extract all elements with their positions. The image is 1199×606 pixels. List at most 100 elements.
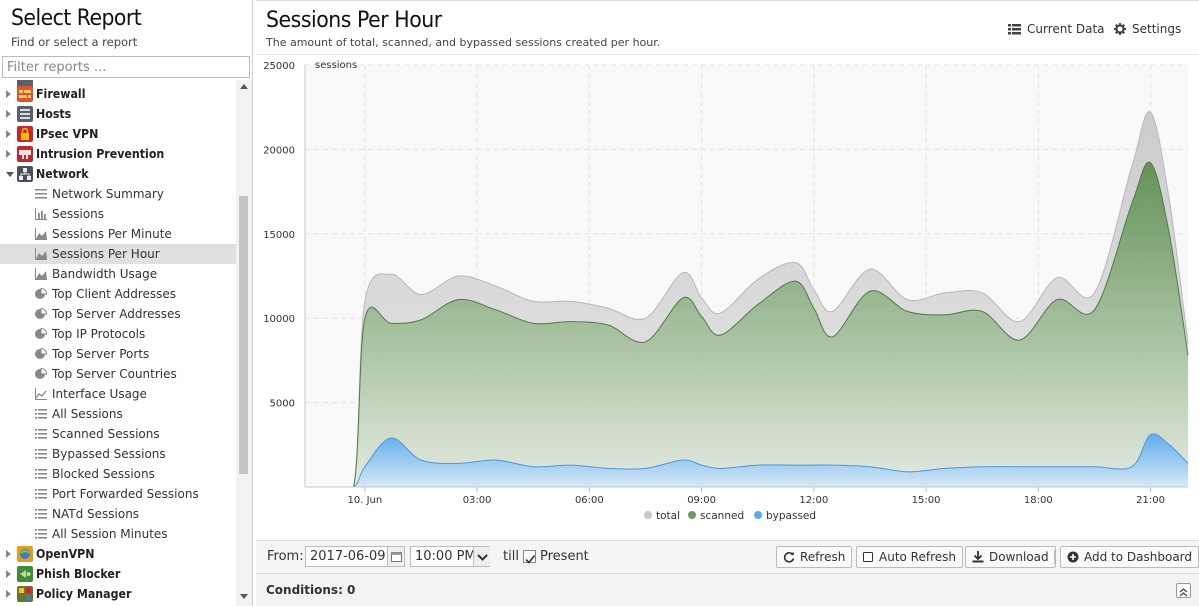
report-header: Sessions Per Hour The amount of total, s… [256,0,1199,54]
collapse-arrow-icon[interactable] [6,172,14,177]
report-item-scanned-sessions[interactable]: Scanned Sessions [0,424,236,444]
add-to-dashboard-button[interactable]: Add to Dashboard [1060,546,1199,568]
report-item-network-summary[interactable]: Network Summary [0,184,236,204]
expand-arrow-icon[interactable] [6,130,11,138]
tree-category-firewall[interactable]: Firewall [0,84,236,104]
start-time-input[interactable] [410,546,490,567]
scroll-up-icon[interactable] [240,84,248,89]
legend-item-bypassed[interactable]: bypassed [754,510,816,522]
intrusion-prevention-icon [17,146,33,162]
time-dropdown-icon[interactable] [473,547,490,566]
filter-reports-input[interactable] [2,56,250,78]
phish-blocker-icon [17,566,33,582]
report-label: Interface Usage [52,387,147,401]
report-item-top-ip-protocols[interactable]: Top IP Protocols [0,324,236,344]
list-icon [34,428,48,440]
report-item-sessions-per-hour[interactable]: Sessions Per Hour [0,244,236,264]
category-label: Network [36,167,89,181]
page-description: The amount of total, scanned, and bypass… [266,36,661,49]
expand-conditions-icon[interactable] [1176,583,1191,598]
present-checkbox[interactable] [523,550,536,564]
tree-category-openvpn[interactable]: OpenVPN [0,544,236,564]
x-tick-label: 03:00 [463,495,492,506]
y-tick-label: 20000 [263,145,295,156]
chart-axes: 5000 10000 15000 20000 25000 10. Jun 03:00 06:0… [263,60,1188,506]
legend-item-total[interactable]: total [644,510,680,522]
report-label: Top Server Countries [52,367,177,381]
tree-category-ipsec-vpn[interactable]: IPsec VPN [0,124,236,144]
conditions-label: Conditions: 0 [266,583,356,597]
legend-item-scanned[interactable]: scanned [688,510,744,522]
scroll-down-icon[interactable] [240,594,248,599]
report-label: Sessions Per Minute [52,227,172,241]
report-item-natd-sessions[interactable]: NATd Sessions [0,504,236,524]
tree-category-intrusion-prevention[interactable]: Intrusion Prevention [0,144,236,164]
tree-category-policy-manager[interactable]: Policy Manager [0,584,236,604]
tree-category-hosts[interactable]: Hosts [0,104,236,124]
x-tick-label: 21:00 [1136,495,1165,506]
expand-arrow-icon[interactable] [6,590,11,598]
y-tick-label: 25000 [263,61,295,72]
report-item-bandwidth-usage[interactable]: Bandwidth Usage [0,264,236,284]
expand-arrow-icon[interactable] [6,110,11,118]
list-icon [34,448,48,460]
category-label: Hosts [36,107,72,121]
expand-arrow-icon[interactable] [6,90,11,98]
chart-legend[interactable]: total scanned bypassed [644,510,816,522]
report-item-top-server-ports[interactable]: Top Server Ports [0,344,236,364]
area-chart-icon [34,248,48,260]
report-label: Network Summary [52,187,164,201]
tree-category-phish-blocker[interactable]: Phish Blocker [0,564,236,584]
series-line-scanned [304,161,1189,488]
tree-category-network[interactable]: Network [0,164,236,184]
y-tick-label: 5000 [270,399,295,410]
report-item-top-client-addresses[interactable]: Top Client Addresses [0,284,236,304]
start-date-input[interactable] [305,546,405,567]
report-item-top-server-countries[interactable]: Top Server Countries [0,364,236,384]
report-item-sessions-per-minute[interactable]: Sessions Per Minute [0,224,236,244]
bar-chart-icon [34,208,48,220]
sidebar-subtitle: Find or select a report [11,35,138,49]
report-item-all-sessions[interactable]: All Sessions [0,404,236,424]
y-axis-label: sessions [315,60,357,71]
network-icon [17,166,33,182]
expand-arrow-icon[interactable] [6,550,11,558]
openvpn-icon [17,546,33,562]
expand-arrow-icon[interactable] [6,150,11,158]
list-icon [34,488,48,500]
refresh-button[interactable]: Refresh [776,546,853,568]
sidebar-scrollbar[interactable] [236,80,252,606]
report-item-sessions[interactable]: Sessions [0,204,236,224]
report-panel: Sessions Per Hour The amount of total, s… [256,0,1199,606]
report-item-port-forwarded-sessions[interactable]: Port Forwarded Sessions [0,484,236,504]
policy-manager-icon [17,586,33,602]
report-item-interface-usage[interactable]: Interface Usage [0,384,236,404]
gear-icon [1114,23,1126,35]
calendar-icon[interactable] [387,547,404,566]
checkbox-icon [863,551,873,562]
add-to-dashboard-label: Add to Dashboard [1084,550,1193,564]
category-label: IPsec VPN [36,127,99,141]
report-label: Top IP Protocols [52,327,146,341]
auto-refresh-button[interactable]: Auto Refresh [856,546,963,568]
time-toolbar: From: till Present Refresh Auto Refresh [256,540,1199,572]
current-data-button[interactable]: Current Data [1008,20,1105,38]
report-item-all-session-minutes[interactable]: All Session Minutes [0,524,236,544]
x-tick-label: 18:00 [1024,495,1053,506]
report-label: Sessions [52,207,105,221]
x-tick-label: 15:00 [912,495,941,506]
report-item-blocked-sessions[interactable]: Blocked Sessions [0,464,236,484]
sessions-chart: 5000 10000 15000 20000 25000 10. Jun 03:00 06:0… [256,54,1199,538]
y-tick-label: 10000 [263,314,295,325]
legend-label: scanned [700,510,744,522]
firewall-icon [17,86,33,102]
scroll-thumb[interactable] [239,196,248,474]
expand-arrow-icon[interactable] [6,570,11,578]
list-icon [34,508,48,520]
report-item-top-server-addresses[interactable]: Top Server Addresses [0,304,236,324]
settings-button[interactable]: Settings [1114,20,1181,38]
report-item-bypassed-sessions[interactable]: Bypassed Sessions [0,444,236,464]
download-button[interactable]: Download [965,546,1056,568]
report-label: Top Server Addresses [52,307,181,321]
category-label: Policy Manager [36,587,132,601]
